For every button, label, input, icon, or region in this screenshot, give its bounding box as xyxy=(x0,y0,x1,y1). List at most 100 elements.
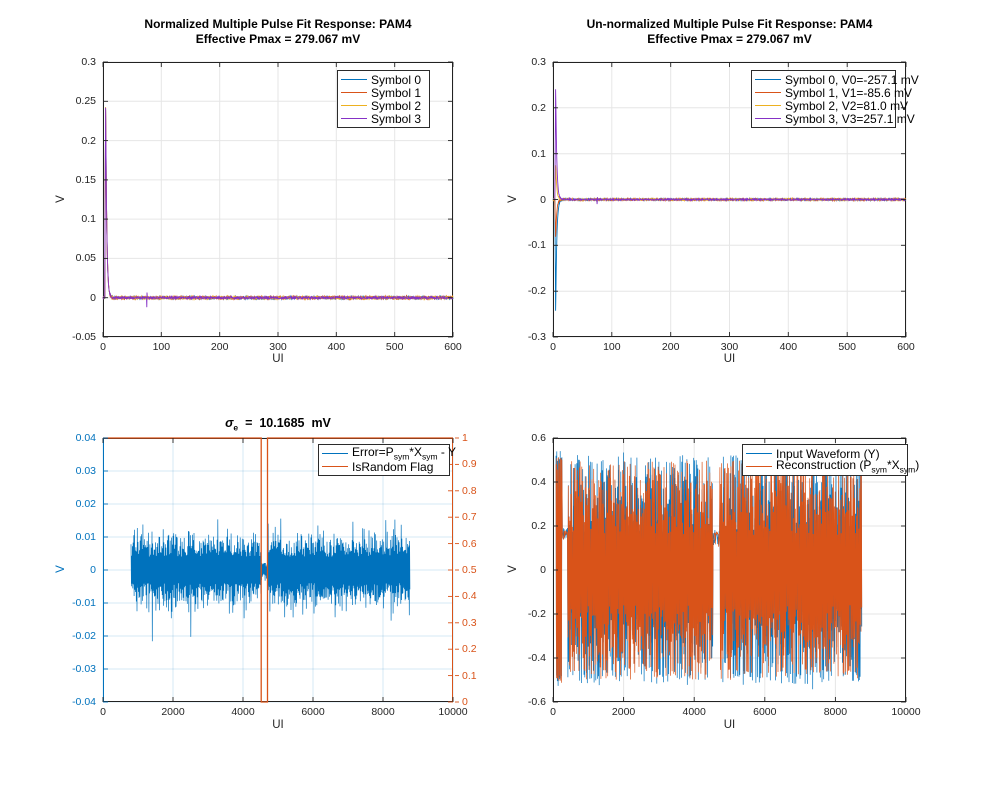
legend-label: Symbol 2 xyxy=(371,98,422,113)
y-tick-label: 0 xyxy=(90,291,96,304)
plot-canvas xyxy=(552,437,907,703)
legend-entry: IsRandom Flag xyxy=(322,459,449,474)
legend-label: Reconstruction (Psym*Xsym) xyxy=(776,458,920,475)
y-tick-label-right: 0.8 xyxy=(462,484,477,497)
series-line xyxy=(130,518,411,642)
y-tick-label-right: 0.4 xyxy=(462,590,477,603)
x-tick-label: 10000 xyxy=(891,706,921,718)
y-tick-label: 0.02 xyxy=(75,498,96,510)
y-tick-label: 0.6 xyxy=(531,432,546,444)
plot-title-line2: Effective Pmax = 279.067 mV xyxy=(195,32,361,46)
y-tick-label-right: 0.5 xyxy=(462,564,477,576)
y-tick-label: -0.2 xyxy=(527,285,546,298)
legend-label: Symbol 2, V2=81.0 mV xyxy=(785,98,909,113)
x-tick-label: 6000 xyxy=(301,706,325,718)
plot-area xyxy=(552,61,907,338)
legend-entry: Input Waveform (Y) xyxy=(746,446,907,461)
y-tick-label-right: 0 xyxy=(462,696,468,708)
y-tick-label: -0.02 xyxy=(72,630,96,642)
x-tick-label: 100 xyxy=(603,341,621,353)
y-tick-label: 0.2 xyxy=(531,101,546,114)
series-line xyxy=(552,89,907,205)
y-tick-label: -0.6 xyxy=(527,696,546,708)
x-tick-label: 500 xyxy=(838,341,856,353)
x-tick-label: 8000 xyxy=(823,706,848,718)
legend-line-sample xyxy=(341,105,367,106)
x-axis-label: UI xyxy=(272,719,284,731)
legend-entry: Symbol 3 xyxy=(341,112,429,126)
sigma-value: = 10.1685 mV xyxy=(238,416,331,430)
y-tick-label: 0.2 xyxy=(531,520,546,532)
plot-title-line1: Normalized Multiple Pulse Fit Response: … xyxy=(144,17,412,31)
x-axis-label: UI xyxy=(272,353,284,365)
legend-line-sample xyxy=(746,453,772,454)
legend-line-sample xyxy=(322,453,348,454)
series-line xyxy=(103,437,453,703)
legend-label: IsRandom Flag xyxy=(352,459,434,474)
y-tick-label: 0.01 xyxy=(75,531,96,543)
legend-entry: Symbol 0, V0=-257.1 mV xyxy=(755,73,919,87)
x-tick-label: 300 xyxy=(269,341,287,353)
legend-entry: Symbol 3, V3=257.1 mV xyxy=(755,112,915,126)
plot-title-line2: Effective Pmax = 279.067 mV xyxy=(647,32,812,46)
legend-line-sample xyxy=(341,118,367,119)
y-tick-label-right: 0.9 xyxy=(462,458,477,471)
y-tick-label: 0.1 xyxy=(81,213,96,226)
plot-canvas xyxy=(552,61,907,338)
legend-label: Input Waveform (Y) xyxy=(776,446,880,461)
legend: Symbol 0, V0=-257.1 mV Symbol 1, V1=-85.6… xyxy=(751,70,919,128)
x-tick-label: 500 xyxy=(385,341,404,353)
legend-line-sample xyxy=(755,79,781,80)
y-tick-label: -0.3 xyxy=(527,331,546,343)
x-axis-label: UI xyxy=(723,719,736,731)
x-tick-label: 4000 xyxy=(682,706,706,718)
subplot-unnormalized-response: Un-normalized Multiple Pulse Fit Respons… xyxy=(500,0,1000,400)
y-axis-label: V xyxy=(506,565,519,573)
x-tick-label: 0 xyxy=(550,341,556,353)
x-tick-label: 0 xyxy=(550,706,556,718)
y-tick-label: 0.2 xyxy=(81,134,96,147)
y-tick-label: 0.03 xyxy=(75,465,96,477)
legend-line-sample xyxy=(341,92,367,93)
x-tick-label: 8000 xyxy=(371,706,395,718)
legend-entry: Symbol 2 xyxy=(341,98,429,113)
legend: Symbol 0 Symbol 1 Symbol 2 Symbol 3 xyxy=(337,70,430,128)
legend-line-sample xyxy=(322,466,348,467)
legend-entry: Error=Psym*Xsym - Y xyxy=(322,445,456,462)
y-tick-label: -0.04 xyxy=(72,696,96,708)
y-tick-label: 0.3 xyxy=(531,56,546,68)
y-tick-label: -0.2 xyxy=(527,608,546,620)
x-tick-label: 200 xyxy=(661,341,680,353)
x-tick-label: 10000 xyxy=(438,706,468,718)
y-tick-label: 0.1 xyxy=(531,147,546,160)
legend-line-sample xyxy=(755,118,781,119)
legend-entry: Symbol 2, V2=81.0 mV xyxy=(755,99,908,113)
legend: Input Waveform (Y) Reconstruction (Psym*X… xyxy=(742,444,919,476)
x-tick-label: 400 xyxy=(327,341,346,353)
x-tick-label: 2000 xyxy=(611,706,636,718)
y-tick-label: 0.15 xyxy=(75,173,96,186)
plot-title: σe = 10.1685 mV xyxy=(103,416,453,436)
subplot-error-sigma: σe = 10.1685 mV V UI 0 2000 4000 6000 8000 10… xyxy=(0,400,500,800)
y-tick-label: -0.03 xyxy=(72,663,96,675)
legend-entry: Symbol 1, V1=-85.6 mV xyxy=(755,86,912,100)
legend-label: Symbol 3, V3=257.1 mV xyxy=(785,111,915,126)
x-tick-label: 0 xyxy=(100,341,106,353)
y-tick-label-right: 1 xyxy=(462,432,468,444)
y-tick-label: 0 xyxy=(540,193,546,206)
sigma-symbol: σ xyxy=(225,416,234,430)
x-tick-label: 200 xyxy=(210,341,229,353)
legend-label: Symbol 0 xyxy=(371,72,422,87)
y-tick-label-right: 0.1 xyxy=(462,669,477,682)
plot-canvas xyxy=(102,61,454,338)
legend-line-sample xyxy=(341,79,367,80)
plot-area xyxy=(552,437,907,703)
x-tick-label: 4000 xyxy=(231,706,255,718)
y-tick-label: 0.25 xyxy=(75,95,96,108)
y-tick-label: -0.01 xyxy=(72,597,96,609)
y-tick-label-right: 0.2 xyxy=(462,643,477,656)
sigma-subscript: e xyxy=(233,422,239,433)
y-tick-label-right: 0.3 xyxy=(462,616,477,629)
plot-area xyxy=(102,61,454,338)
y-tick-label: -0.1 xyxy=(527,239,546,252)
